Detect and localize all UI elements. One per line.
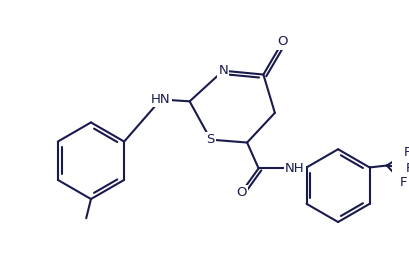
Text: S: S — [207, 133, 215, 146]
Text: N: N — [218, 64, 228, 77]
Text: HN: HN — [151, 93, 171, 106]
Text: O: O — [277, 35, 288, 49]
Text: O: O — [236, 186, 247, 199]
Text: F: F — [399, 176, 407, 189]
Text: F: F — [404, 146, 409, 159]
Text: F: F — [406, 162, 409, 175]
Text: NH: NH — [285, 162, 305, 175]
